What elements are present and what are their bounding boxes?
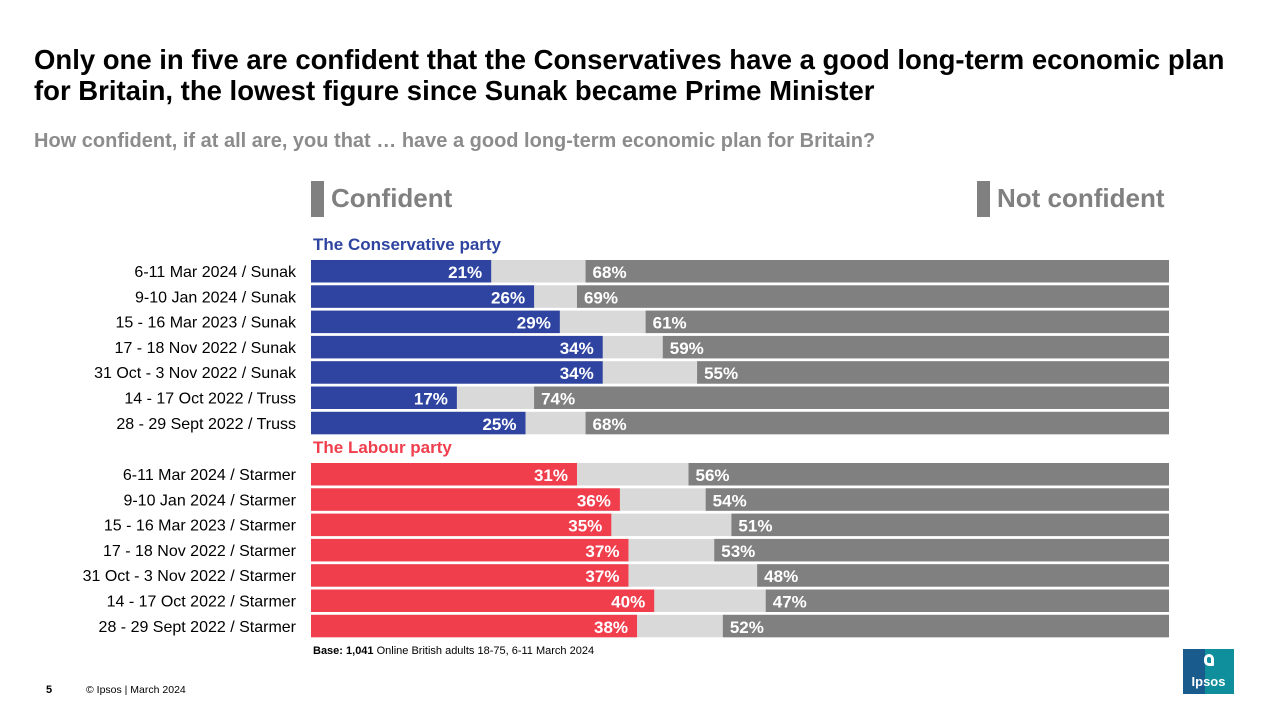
bar-not-confident xyxy=(757,564,1169,587)
base-note-text: Online British adults 18-75, 6-11 March … xyxy=(373,645,595,657)
ipsos-logo: Ipsos xyxy=(1183,649,1234,694)
bar-not-confident xyxy=(534,386,1169,409)
not-confident-value-label: 74% xyxy=(541,390,575,409)
bar-not-confident xyxy=(722,614,1169,638)
logo-text: Ipsos xyxy=(1191,674,1226,689)
bar-confident xyxy=(311,260,492,283)
bar-confident xyxy=(311,488,620,511)
bar-confident xyxy=(311,386,457,409)
row-label: 17 - 18 Nov 2022 / Starmer xyxy=(103,543,297,560)
bar-confident xyxy=(311,614,638,638)
bar-not-confident xyxy=(688,463,1169,486)
not-confident-value-label: 56% xyxy=(696,466,730,485)
row-label: 31 Oct - 3 Nov 2022 / Sunak xyxy=(94,365,297,382)
not-confident-value-label: 47% xyxy=(773,593,807,612)
bar-not-confident xyxy=(585,411,1169,435)
confident-value-label: 17% xyxy=(414,390,448,409)
row-label: 14 - 17 Oct 2022 / Starmer xyxy=(107,594,297,611)
not-confident-value-label: 54% xyxy=(713,491,747,510)
confident-value-label: 40% xyxy=(611,593,645,612)
confident-value-label: 35% xyxy=(568,517,602,536)
bar-confident xyxy=(311,589,655,612)
bar-not-confident xyxy=(765,589,1169,612)
bar-confident xyxy=(311,361,603,384)
confident-value-label: 21% xyxy=(448,263,482,282)
row-label: 28 - 29 Sept 2022 / Starmer xyxy=(99,619,297,636)
row-label: 9-10 Jan 2024 / Sunak xyxy=(135,289,297,306)
row-label: 17 - 18 Nov 2022 / Sunak xyxy=(115,340,297,357)
not-confident-value-label: 61% xyxy=(653,314,687,333)
confident-value-label: 37% xyxy=(585,567,619,586)
bar-confident xyxy=(311,411,526,435)
page-number: 5 xyxy=(46,684,53,696)
not-confident-value-label: 68% xyxy=(593,415,627,434)
confident-value-label: 29% xyxy=(517,314,551,333)
confident-header-marker xyxy=(311,181,324,217)
row-label: 28 - 29 Sept 2022 / Truss xyxy=(116,416,296,433)
bar-confident xyxy=(311,310,560,334)
not-confident-value-label: 51% xyxy=(738,517,772,536)
not-confident-value-label: 59% xyxy=(670,339,704,358)
group-title-labour: The Labour party xyxy=(313,438,452,457)
bar-confident xyxy=(311,564,629,587)
not-confident-value-label: 68% xyxy=(593,263,627,282)
bar-not-confident xyxy=(705,488,1169,511)
bar-not-confident xyxy=(662,335,1169,359)
not-confident-header-marker xyxy=(977,181,990,217)
confident-value-label: 34% xyxy=(560,339,594,358)
bar-not-confident xyxy=(731,513,1169,537)
bar-not-confident xyxy=(714,538,1169,562)
bar-confident xyxy=(311,538,629,562)
confident-header: Confident xyxy=(331,183,453,213)
not-confident-value-label: 53% xyxy=(721,542,755,561)
group-title-conservative: The Conservative party xyxy=(313,235,502,254)
row-label: 6-11 Mar 2024 / Sunak xyxy=(134,264,297,281)
confident-value-label: 25% xyxy=(482,415,516,434)
row-label: 15 - 16 Mar 2023 / Starmer xyxy=(104,518,297,535)
not-confident-value-label: 48% xyxy=(764,567,798,586)
confident-value-label: 36% xyxy=(577,491,611,510)
not-confident-header: Not confident xyxy=(997,183,1165,213)
bar-not-confident xyxy=(697,361,1169,384)
bar-not-confident xyxy=(585,260,1169,283)
confident-value-label: 31% xyxy=(534,466,568,485)
row-label: 6-11 Mar 2024 / Starmer xyxy=(123,467,297,484)
copyright: © Ipsos | March 2024 xyxy=(86,684,186,696)
bar-not-confident xyxy=(645,310,1169,334)
row-label: 15 - 16 Mar 2023 / Sunak xyxy=(115,315,297,332)
confident-value-label: 34% xyxy=(560,364,594,383)
base-note-bold: Base: 1,041 xyxy=(313,645,374,657)
base-note: Base: 1,041 Online British adults 18-75,… xyxy=(313,645,594,657)
not-confident-value-label: 52% xyxy=(730,618,764,637)
confident-value-label: 38% xyxy=(594,618,628,637)
page-title: Only one in five are confident that the … xyxy=(34,44,1225,106)
page-subtitle: How confident, if at all are, you that …… xyxy=(34,130,876,152)
bar-not-confident xyxy=(576,285,1169,308)
bar-confident xyxy=(311,463,577,486)
bar-confident xyxy=(311,285,535,308)
row-label: 9-10 Jan 2024 / Starmer xyxy=(123,492,296,509)
not-confident-value-label: 69% xyxy=(584,288,618,307)
row-label: 31 Oct - 3 Nov 2022 / Starmer xyxy=(83,568,297,585)
not-confident-value-label: 55% xyxy=(704,364,738,383)
row-label: 14 - 17 Oct 2022 / Truss xyxy=(124,391,296,408)
confident-value-label: 26% xyxy=(491,288,525,307)
confident-value-label: 37% xyxy=(585,542,619,561)
bar-confident xyxy=(311,335,603,359)
bar-confident xyxy=(311,513,612,537)
